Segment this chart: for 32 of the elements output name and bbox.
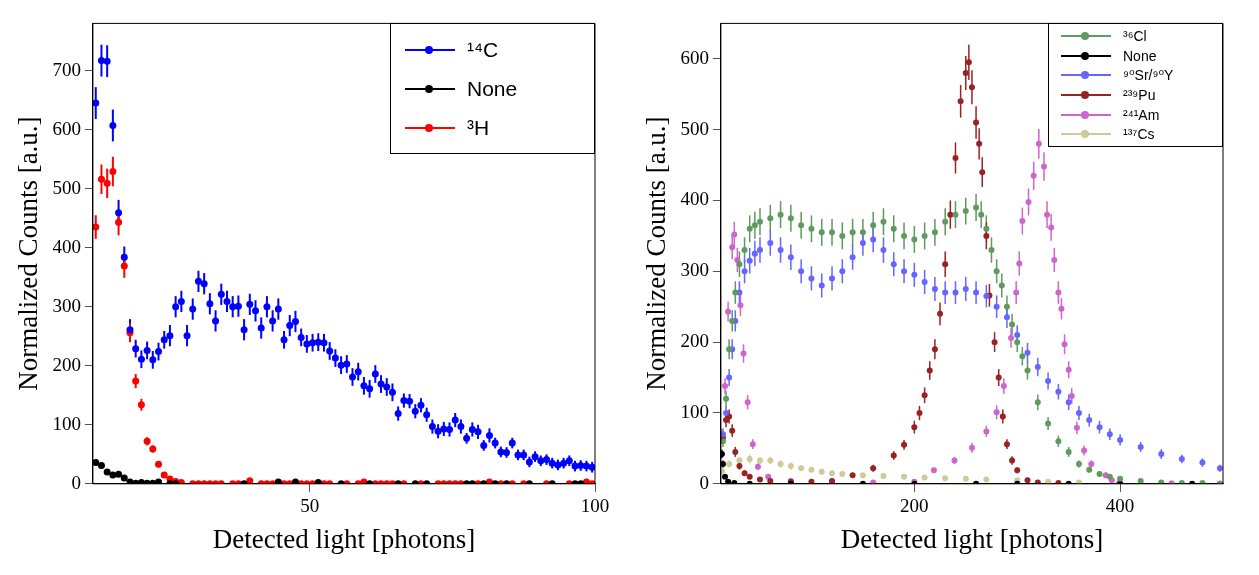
y-tick-label: 700 [52, 58, 81, 80]
x-axis-title: Detected light [photons] [840, 523, 1104, 554]
x-tick-label: 50 [300, 495, 320, 517]
y-tick-label: 400 [680, 188, 709, 210]
y-tick-label: 600 [52, 117, 81, 139]
y-tick-label: 300 [680, 259, 709, 281]
y-tick-label: 0 [699, 471, 709, 493]
y-tick-label: 500 [680, 117, 709, 139]
y-tick-label: 400 [52, 235, 81, 257]
x-tick-label: 100 [580, 495, 610, 517]
y-tick-label: 200 [52, 353, 81, 375]
legend-label: ¹³⁷Cs [1123, 126, 1155, 143]
y-tick-label: 100 [52, 412, 81, 434]
legend-label: ¹⁴C [467, 37, 499, 62]
legend-label: ⁹⁰Sr/⁹⁰Y [1123, 67, 1174, 84]
y-axis-title: Normalized Counts [a.u.] [13, 116, 44, 391]
legend-label: ³⁶Cl [1123, 28, 1147, 45]
legend-label: ³H [467, 115, 490, 140]
y-tick-label: 300 [52, 294, 81, 316]
y-tick-label: 200 [680, 330, 709, 352]
y-tick-label: 100 [680, 400, 709, 422]
y-tick-label: 500 [52, 176, 81, 198]
x-tick-label: 400 [1105, 495, 1135, 517]
legend-label: ²³⁹Pu [1123, 86, 1156, 103]
x-axis-title: Detected light [photons] [212, 523, 476, 554]
y-tick-label: 600 [680, 46, 709, 68]
legend-label: ²⁴¹Am [1123, 106, 1160, 123]
x-tick-label: 200 [900, 495, 929, 517]
legend-label: None [1123, 47, 1157, 64]
y-tick-label: 0 [71, 471, 81, 493]
y-axis-title: Normalized Counts [a.u.] [641, 116, 672, 391]
legend-label: None [467, 76, 518, 101]
